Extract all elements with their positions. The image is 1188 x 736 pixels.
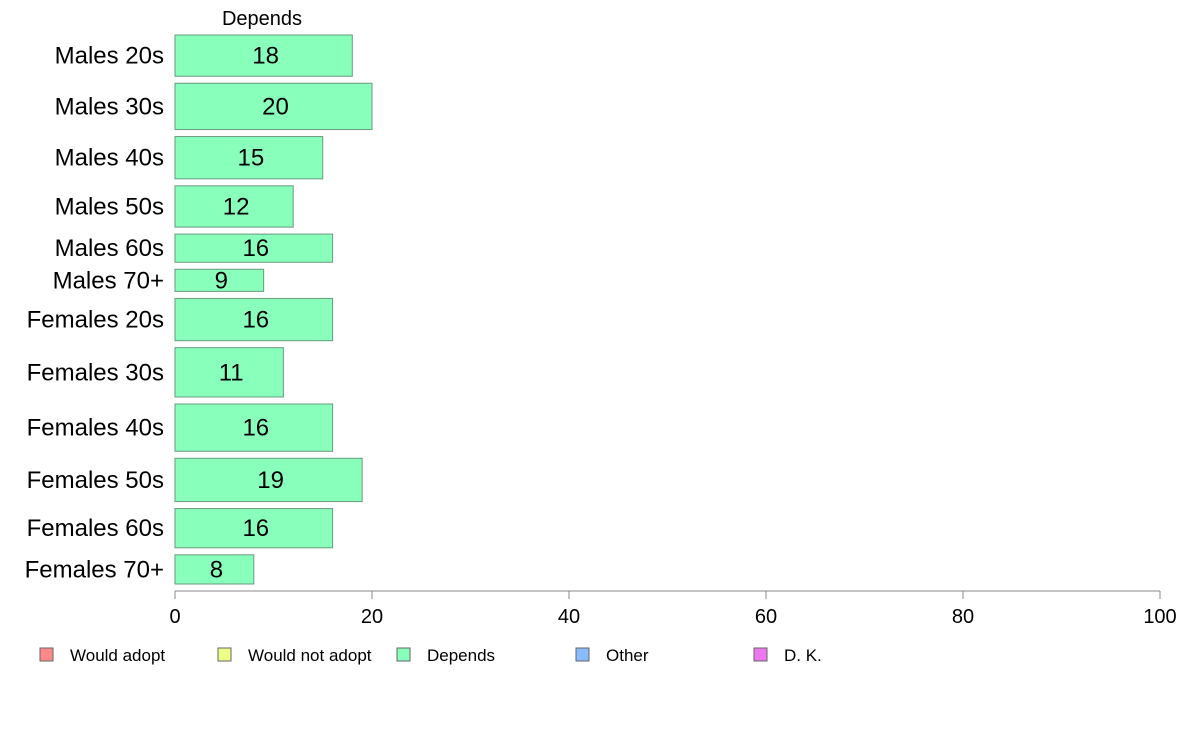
bar <box>174 347 284 398</box>
legend-swatch <box>753 647 768 662</box>
x-tick-label: 60 <box>755 606 777 628</box>
value-label: 19 <box>257 467 284 494</box>
category-label: Females 60s <box>27 515 164 542</box>
legend-swatch <box>39 647 54 662</box>
bar <box>174 268 265 292</box>
legend-swatch <box>575 647 590 662</box>
x-tick-label: 80 <box>952 606 974 628</box>
bars-group: 18 20 15 12 16 9 16 11 16 19 16 8 <box>174 34 373 585</box>
value-label: 11 <box>219 359 244 386</box>
value-label: 15 <box>238 145 265 172</box>
category-label: Males 20s <box>55 43 164 70</box>
category-labels-group: Males 20s Males 30s Males 40s Males 50s Male… <box>25 43 164 584</box>
value-label: 16 <box>242 415 269 442</box>
value-label: 16 <box>242 515 269 542</box>
bar <box>174 403 334 452</box>
x-tick-label: 20 <box>361 606 383 628</box>
value-label: 12 <box>223 193 250 220</box>
category-label: Males 70+ <box>53 267 164 294</box>
panel-title: Depends <box>222 8 302 30</box>
category-label: Females 30s <box>27 359 164 386</box>
bar <box>174 297 334 342</box>
category-label: Males 50s <box>55 193 164 220</box>
bar <box>174 82 373 131</box>
legend-label: Depends <box>427 646 495 665</box>
category-label: Females 50s <box>27 467 164 494</box>
value-label: 18 <box>252 43 279 70</box>
bar <box>174 34 353 77</box>
x-tick-label: 0 <box>169 606 180 628</box>
category-label: Males 30s <box>55 93 164 120</box>
value-label: 9 <box>215 267 228 294</box>
bar <box>174 136 324 180</box>
legend-label: Would adopt <box>70 646 165 665</box>
value-label: 8 <box>210 556 223 583</box>
legend-swatch <box>396 647 411 662</box>
legend: Would adopt Would not adopt Depends Other D.… <box>39 646 822 665</box>
legend-label: Would not adopt <box>248 646 372 665</box>
legend-label: Other <box>606 646 649 665</box>
x-axis: 0 20 40 60 80 100 <box>169 590 1177 628</box>
category-label: Females 20s <box>27 307 164 334</box>
value-label: 16 <box>242 235 269 262</box>
value-label: 20 <box>262 93 289 120</box>
category-label: Females 40s <box>27 415 164 442</box>
x-tick-label: 100 <box>1143 606 1176 628</box>
value-label: 16 <box>242 307 269 334</box>
bar <box>174 457 363 503</box>
bar <box>174 508 334 549</box>
x-tick-label: 40 <box>558 606 580 628</box>
bar <box>174 233 334 263</box>
category-label: Females 70+ <box>25 556 164 583</box>
category-label: Males 40s <box>55 145 164 172</box>
legend-label: D. K. <box>784 646 822 665</box>
bar <box>174 554 255 585</box>
category-label: Males 60s <box>55 235 164 262</box>
bar <box>174 185 294 228</box>
legend-swatch <box>217 647 232 662</box>
